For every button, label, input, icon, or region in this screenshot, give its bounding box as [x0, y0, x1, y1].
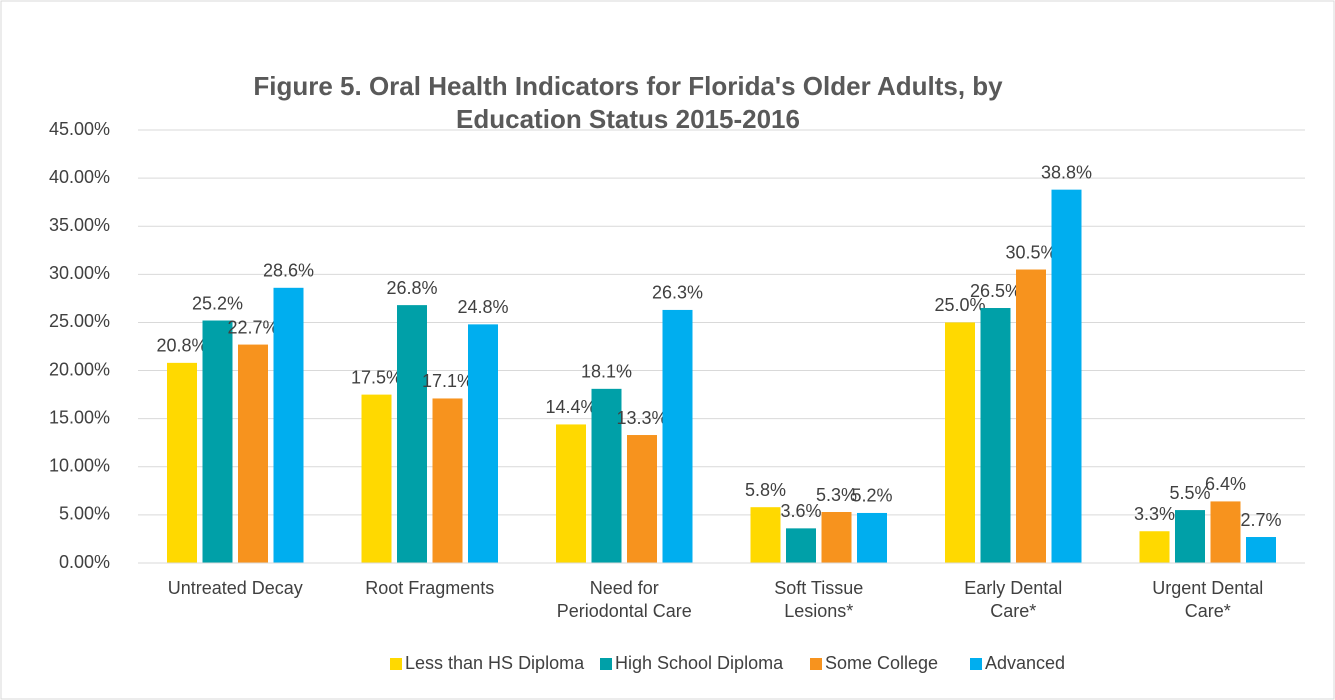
data-label: 26.3% [652, 283, 703, 303]
bar [786, 528, 816, 563]
legend-label: Less than HS Diploma [405, 653, 585, 673]
data-label: 2.7% [1240, 510, 1281, 530]
x-tick-label: Urgent Dental Care* [1152, 578, 1264, 621]
data-label: 6.4% [1205, 474, 1246, 494]
legend-label: Some College [825, 653, 938, 673]
data-label: 17.5% [351, 367, 402, 387]
legend-swatch [810, 658, 822, 670]
y-tick-label: 5.00% [59, 504, 110, 524]
bar [945, 322, 975, 563]
bar [202, 320, 233, 563]
legend-swatch [390, 658, 402, 670]
y-tick-label: 40.00% [49, 167, 110, 187]
data-label: 5.3% [816, 485, 857, 505]
bar [468, 324, 498, 563]
bar [662, 309, 693, 563]
y-tick-label: 15.00% [49, 407, 110, 427]
bar [556, 424, 586, 563]
data-label: 26.8% [386, 278, 437, 298]
y-tick-label: 0.00% [59, 552, 110, 572]
bar [273, 287, 304, 563]
legend-label: Advanced [985, 653, 1065, 673]
y-tick-label: 20.00% [49, 359, 110, 379]
y-tick-label: 35.00% [49, 215, 110, 235]
x-tick-label: Root Fragments [365, 578, 495, 598]
bar [397, 305, 427, 563]
x-tick-label: Soft Tissue Lesions* [774, 578, 864, 621]
bar [591, 388, 622, 563]
data-label: 5.2% [851, 486, 892, 506]
bar [167, 362, 197, 563]
data-label: 30.5% [1005, 242, 1056, 262]
bar [750, 507, 781, 563]
bar [432, 398, 463, 563]
bar [980, 308, 1011, 563]
bar [238, 344, 268, 563]
bar [1016, 269, 1046, 563]
data-label: 5.5% [1169, 483, 1210, 503]
data-label: 5.8% [745, 480, 786, 500]
data-label: 3.3% [1134, 504, 1175, 524]
y-tick-label: 10.00% [49, 456, 110, 476]
data-label: 25.2% [192, 293, 243, 313]
x-tick-label: Untreated Decay [167, 578, 303, 598]
bar [821, 512, 852, 563]
bar [1246, 537, 1276, 563]
y-tick-label: 30.00% [49, 263, 110, 283]
data-label: 14.4% [545, 397, 596, 417]
data-label: 28.6% [263, 261, 314, 281]
data-label: 24.8% [457, 297, 508, 317]
bar [857, 512, 887, 563]
legend-label: High School Diploma [615, 653, 784, 673]
data-label: 25.0% [934, 295, 985, 315]
data-label: 17.1% [422, 371, 473, 391]
legend-swatch [970, 658, 982, 670]
data-label: 18.1% [581, 362, 632, 382]
data-label: 38.8% [1041, 162, 1092, 182]
bar [1175, 510, 1205, 563]
data-label: 22.7% [227, 317, 278, 337]
y-tick-label: 25.00% [49, 311, 110, 331]
chart-title: Education Status 2015-2016 [456, 104, 800, 134]
bar [1210, 501, 1241, 563]
data-label: 26.5% [970, 281, 1021, 301]
y-tick-label: 45.00% [49, 119, 110, 139]
data-label: 20.8% [156, 336, 207, 356]
chart-title: Figure 5. Oral Health Indicators for Flo… [253, 71, 1003, 101]
data-label: 13.3% [616, 408, 667, 428]
legend-swatch [600, 658, 612, 670]
bar [1139, 531, 1170, 563]
bar [361, 394, 392, 563]
bar [1051, 189, 1082, 563]
x-tick-label: Need for Periodontal Care [556, 578, 692, 621]
bar [627, 435, 657, 563]
x-tick-label: Early Dental Care* [964, 578, 1063, 621]
data-label: 3.6% [780, 501, 821, 521]
